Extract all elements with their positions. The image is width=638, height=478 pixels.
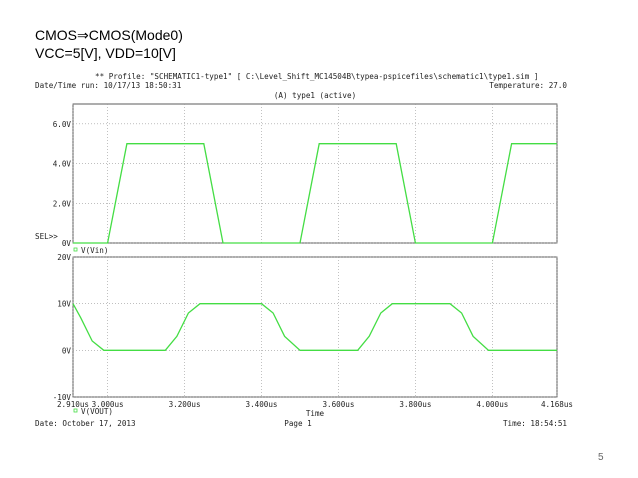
x-tick-label: 4.168us [541, 400, 573, 409]
footer-time: Time: 18:54:51 [503, 419, 567, 428]
plot-frame [72, 256, 558, 398]
x-tick-label: 3.600us [322, 400, 354, 409]
legend-marker [73, 247, 78, 252]
legend-marker [73, 408, 78, 413]
series-line [72, 303, 557, 351]
y-tick-label: 20V [57, 253, 71, 262]
x-tick-label: 2.910us [57, 400, 89, 409]
x-tick-label: 3.800us [399, 400, 431, 409]
y-tick-label: 10V [57, 300, 71, 309]
plot-frame [72, 103, 558, 244]
y-tick-label: 0V [62, 346, 72, 355]
legend-label: V(VOUT) [81, 407, 113, 416]
annotation: SEL>> [35, 232, 58, 241]
y-tick-label: 0V [62, 239, 72, 248]
x-tick-label: 3.200us [169, 400, 201, 409]
y-tick-label: 6.0V [53, 120, 72, 129]
legend-label: V(Vin) [81, 246, 108, 255]
slide-subtitle: VCC=5[V], VDD=10[V] [35, 45, 176, 61]
y-tick-label: 4.0V [53, 160, 72, 169]
x-tick-label: 4.000us [476, 400, 508, 409]
y-tick-label: -10V [53, 393, 72, 402]
footer-date: Date: October 17, 2013 [35, 419, 136, 428]
footer-page: Page 1 [284, 419, 312, 428]
section: (A) type1 (active) [274, 91, 356, 100]
series-line [73, 143, 557, 244]
profile: ** Profile: "SCHEMATIC1-type1" [ C:\Leve… [95, 72, 538, 81]
slide-title: CMOS⇒CMOS(Mode0) [35, 27, 183, 43]
x-tick-label: 3.000us [92, 400, 124, 409]
y-tick-label: 2.0V [53, 199, 72, 208]
run-date: Date/Time run: 10/17/13 18:50:31 [35, 81, 182, 90]
x-axis-label: Time [306, 409, 325, 418]
temperature: Temperature: 27.0 [489, 81, 567, 90]
x-tick-label: 3.400us [246, 400, 278, 409]
page-number: 5 [598, 452, 604, 463]
